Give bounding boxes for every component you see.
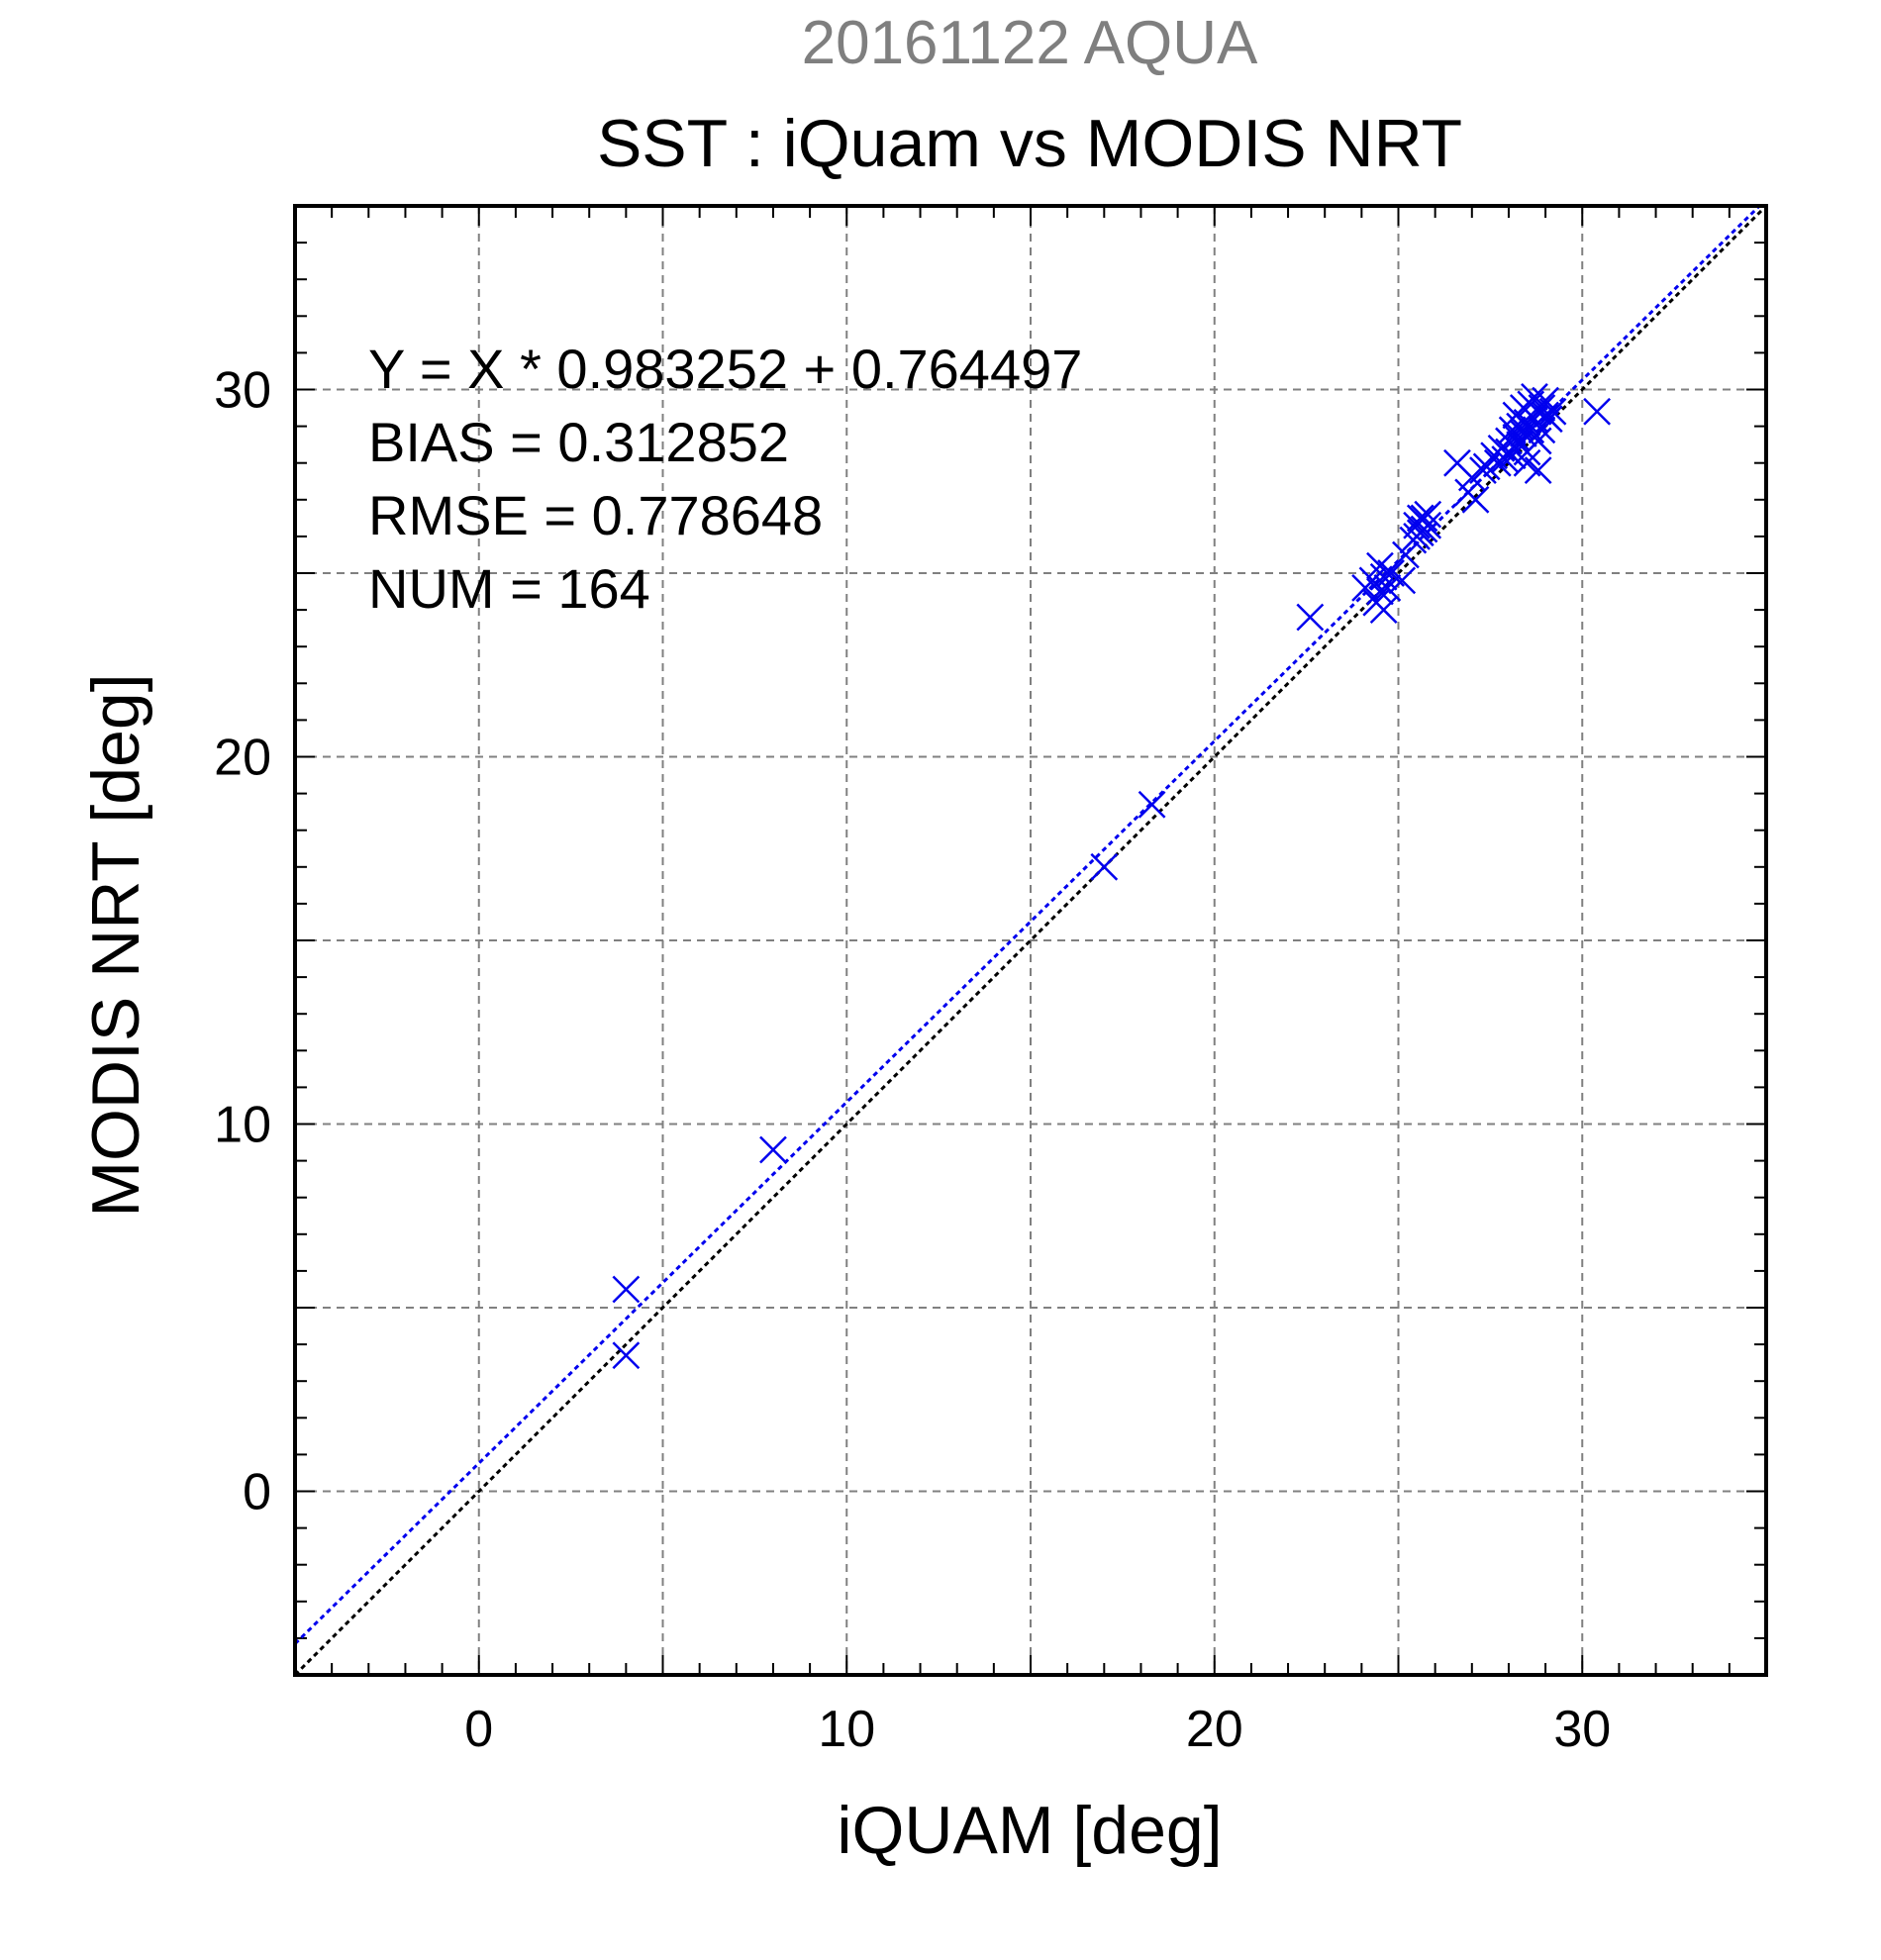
stat-fit-equation: Y = X * 0.983252 + 0.764497 (368, 338, 1082, 400)
data-point-marker (1090, 852, 1119, 881)
y-tick-label: 10 (214, 1097, 271, 1154)
x-tick-label: 20 (1186, 1701, 1243, 1758)
grid-lines (295, 206, 1766, 1675)
stat-num: NUM = 164 (368, 557, 650, 620)
identity-line (295, 206, 1766, 1675)
data-point-marker (1392, 540, 1420, 569)
reference-lines (295, 206, 1766, 1675)
x-axis-label: iQUAM [deg] (837, 1793, 1222, 1868)
data-point-marker (1538, 397, 1567, 426)
x-tick-labels: 0 10 20 30 (464, 1701, 1611, 1758)
data-point-marker (1369, 562, 1398, 591)
chart-suptitle: 20161122 AQUA (802, 9, 1258, 77)
stats-box: Y = X * 0.983252 + 0.764497 BIAS = 0.312… (368, 338, 1082, 620)
x-tick-label: 0 (464, 1701, 493, 1758)
x-tick-label: 30 (1553, 1701, 1611, 1758)
data-point-marker (1534, 405, 1563, 434)
y-tick-label: 20 (214, 730, 271, 787)
data-point-marker (1524, 456, 1552, 485)
data-point-marker (1461, 485, 1490, 514)
data-point-marker (1138, 790, 1166, 819)
data-point-marker (1296, 603, 1325, 632)
data-point-marker (1524, 427, 1552, 455)
plot-frame (293, 204, 1768, 1677)
chart-title: SST : iQuam vs MODIS NRT (597, 106, 1462, 181)
stat-rmse: RMSE = 0.778648 (368, 484, 823, 546)
data-point-marker (612, 1341, 641, 1370)
y-axis-label: MODIS NRT [deg] (78, 673, 153, 1217)
y-tick-label: 0 (243, 1464, 271, 1521)
data-point-marker (612, 1275, 641, 1304)
x-tick-label: 10 (818, 1701, 875, 1758)
plot-area (295, 206, 1766, 1675)
data-point-marker (759, 1135, 787, 1164)
data-point-marker (1414, 500, 1442, 529)
data-point-marker (1388, 566, 1417, 595)
data-point-marker (1414, 511, 1442, 539)
data-point-marker (1583, 397, 1611, 426)
stat-bias: BIAS = 0.312852 (368, 411, 789, 473)
y-tick-labels: 0 10 20 30 (214, 362, 271, 1521)
data-point-marker (1509, 420, 1537, 447)
data-points (612, 383, 1611, 1370)
y-tick-label: 30 (214, 362, 271, 420)
